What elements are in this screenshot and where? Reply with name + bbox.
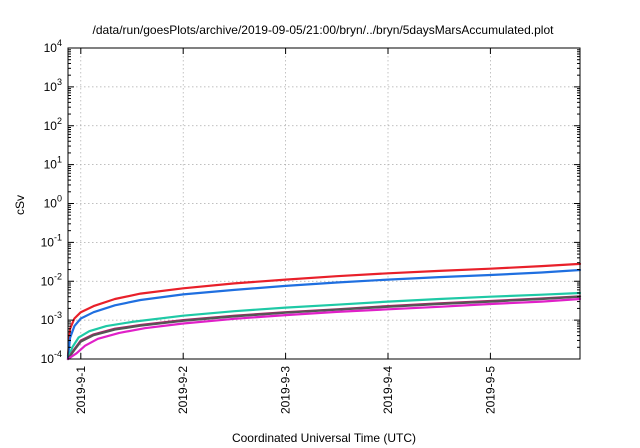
x-tick-label: 2019-9-3 xyxy=(279,366,293,414)
x-axis-label: Coordinated Universal Time (UTC) xyxy=(232,431,416,445)
y-tick-label: 101 xyxy=(44,155,62,172)
x-tick-label: 2019-9-1 xyxy=(74,366,88,414)
chart-title: /data/run/goesPlots/archive/2019-09-05/2… xyxy=(93,23,555,37)
y-tick-label: 10-1 xyxy=(41,232,62,249)
y-tick-label: 102 xyxy=(44,116,62,133)
series-line-5 xyxy=(66,295,582,361)
x-axis: 2019-9-1 2019-9-2 2019-9-3 2019-9-4 2019-9-5 xyxy=(74,48,497,414)
y-axis-label: cSv xyxy=(13,195,27,215)
y-axis: 10-4 10-3 10-2 10-1 100 101 102 103 104 xyxy=(41,38,580,366)
y-tick-label: 10-2 xyxy=(41,271,62,288)
grid xyxy=(68,48,580,359)
series-line-2 xyxy=(66,268,582,359)
y-tick-label: 103 xyxy=(44,77,62,94)
series-line-6 xyxy=(66,297,582,361)
y-tick-label: 10-4 xyxy=(41,349,62,366)
series-line-1 xyxy=(66,262,582,357)
series-group xyxy=(66,262,582,361)
y-tick-label: 10-3 xyxy=(41,310,62,327)
y-tick-label: 104 xyxy=(44,38,62,55)
x-tick-label: 2019-9-5 xyxy=(483,366,497,414)
series-line-3 xyxy=(66,291,582,361)
x-tick-label: 2019-9-2 xyxy=(176,366,190,414)
y-tick-label: 100 xyxy=(44,194,62,211)
x-tick-label: 2019-9-4 xyxy=(381,366,395,414)
